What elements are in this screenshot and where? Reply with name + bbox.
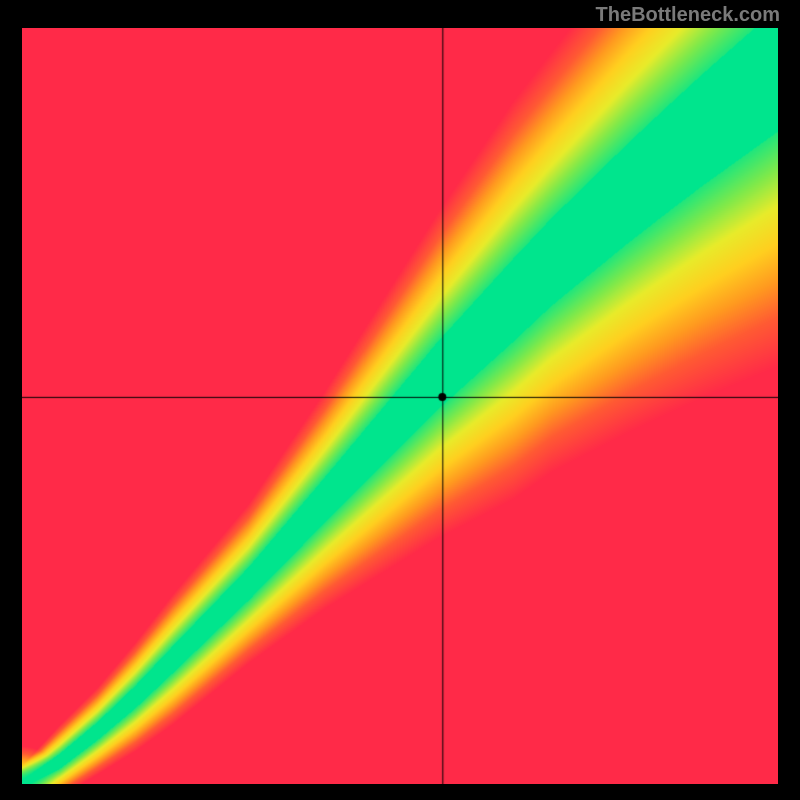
chart-frame: TheBottleneck.com xyxy=(0,0,800,800)
plot-area xyxy=(22,28,778,784)
heatmap-canvas xyxy=(22,28,778,784)
watermark-text: TheBottleneck.com xyxy=(596,4,780,27)
